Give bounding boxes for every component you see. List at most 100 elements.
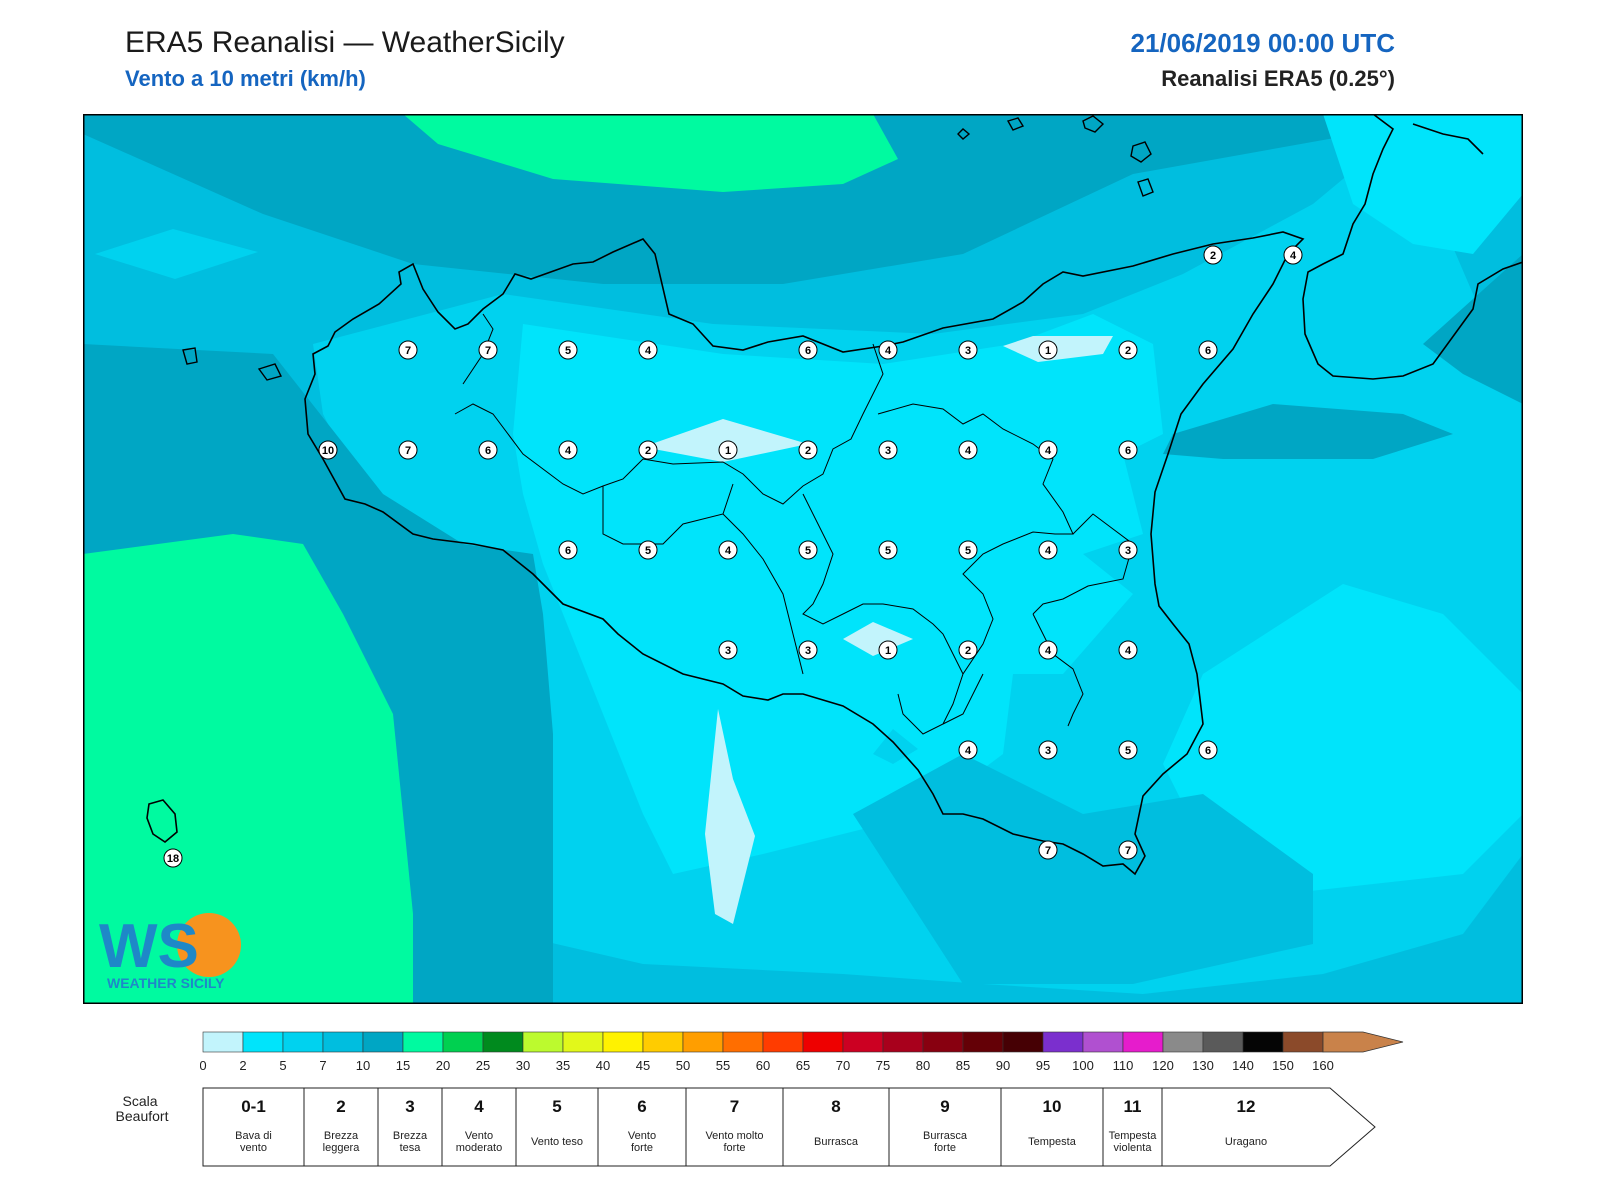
- wind-station-value: 2: [965, 645, 971, 657]
- wind-station-value: 6: [485, 445, 491, 457]
- beaufort-description: violenta: [1114, 1142, 1153, 1154]
- wind-band-0-2: [643, 419, 808, 462]
- wind-station-marker: [1038, 640, 1058, 660]
- island-outline: [182, 347, 198, 365]
- wind-station-marker: [638, 540, 658, 560]
- beaufort-number: 4: [474, 1097, 484, 1116]
- wind-station-value: 2: [805, 445, 811, 457]
- wind-station-marker: [1118, 640, 1138, 660]
- wind-station-value: 6: [1125, 445, 1131, 457]
- wind-station-value: 4: [885, 345, 892, 357]
- beaufort-description: leggera: [323, 1142, 361, 1154]
- colorbar-tick-label: 10: [356, 1058, 370, 1073]
- beaufort-description: Brezza: [324, 1130, 359, 1142]
- wind-station-marker: [1118, 340, 1138, 360]
- wind-station-marker: [1038, 340, 1058, 360]
- wind-station-marker: [638, 440, 658, 460]
- colorbar-cell: [682, 1031, 724, 1053]
- colorbar-tick-label: 25: [476, 1058, 490, 1073]
- colorbar-cell: [762, 1031, 804, 1053]
- wind-station-marker: [958, 640, 978, 660]
- map-subtitle: Vento a 10 metri (km/h): [125, 66, 366, 91]
- beaufort-cell: [1161, 1087, 1376, 1167]
- wind-station-value: 4: [725, 545, 732, 557]
- wind-station-value: 10: [322, 445, 334, 457]
- wind-station-value: 6: [1205, 345, 1211, 357]
- colorbar-cell: [482, 1031, 524, 1053]
- wind-station-marker: [958, 340, 978, 360]
- colorbar-cell: [1162, 1031, 1204, 1053]
- colorbar-tick-label: 45: [636, 1058, 650, 1073]
- beaufort-description: Brezza: [393, 1130, 428, 1142]
- wind-band-5-7: [873, 729, 918, 764]
- wind-band-0-2: [843, 622, 913, 656]
- beaufort-description: forte: [723, 1142, 745, 1154]
- colorbar-tick-label: 65: [796, 1058, 810, 1073]
- beaufort-number: 6: [637, 1097, 646, 1116]
- colorbar-tick-label: 75: [876, 1058, 890, 1073]
- wind-station-value: 7: [1045, 845, 1051, 857]
- colorbar-tick-label: 150: [1272, 1058, 1294, 1073]
- colorbar-cell: [722, 1031, 764, 1053]
- beaufort-number: 2: [336, 1097, 345, 1116]
- colorbar-tick-label: 70: [836, 1058, 850, 1073]
- colorbar-tick-label: 95: [1036, 1058, 1050, 1073]
- wind-station-value: 4: [965, 745, 972, 757]
- beaufort-number: 5: [552, 1097, 561, 1116]
- beaufort-number: 8: [831, 1097, 840, 1116]
- weather-sicily-logo: WS WEATHER SICILY: [99, 912, 241, 991]
- colorbar-tick-label: 2: [239, 1058, 246, 1073]
- wind-station-marker: [1118, 840, 1138, 860]
- beaufort-description: forte: [631, 1142, 653, 1154]
- wind-station-value: 2: [1125, 345, 1131, 357]
- sicily-coastline: [304, 231, 1305, 876]
- wind-station-value: 3: [965, 345, 971, 357]
- wind-station-value: 7: [1125, 845, 1131, 857]
- beaufort-cell: [888, 1087, 1002, 1167]
- calabria-coastline: [1302, 114, 1523, 380]
- wind-station-marker: [1283, 245, 1303, 265]
- wind-station-marker: [1118, 540, 1138, 560]
- wind-band-15-20: [83, 534, 413, 1004]
- colorbar-cell: [802, 1031, 844, 1053]
- colorbar-cell: [522, 1031, 564, 1053]
- wind-station-marker: [718, 640, 738, 660]
- wind-station-value: 4: [1125, 645, 1132, 657]
- island-outline: [1137, 178, 1154, 197]
- wind-station-marker: [718, 440, 738, 460]
- colorbar-tick-label: 35: [556, 1058, 570, 1073]
- colorbar-tick-label: 30: [516, 1058, 530, 1073]
- logo-text: WEATHER SICILY: [107, 975, 225, 991]
- colorbar-cell: [1042, 1031, 1084, 1053]
- wind-band-5-7: [95, 229, 258, 279]
- beaufort-description: vento: [240, 1142, 267, 1154]
- wind-station-value: 5: [885, 545, 891, 557]
- wind-station-value: 18: [167, 853, 179, 865]
- wind-stations: 7 7 5 4 6 4 3 1 2 6 10 7 6 4 2 1 2 3 4 4 6 6 5 4 5 5 5 4 3 3 3 1 2 4 4 4 3 5 6…: [163, 245, 1303, 868]
- wind-station-marker: [558, 540, 578, 560]
- island-outline: [1130, 141, 1152, 163]
- wind-station-marker: [878, 340, 898, 360]
- wind-station-value: 4: [1045, 545, 1052, 557]
- wind-station-marker: [478, 440, 498, 460]
- colorbar-cell: [602, 1031, 644, 1053]
- wind-map: 7 7 5 4 6 4 3 1 2 6 10 7 6 4 2 1 2 3 4 4 6 6 5 4 5 5 5 4 3 3 3 1 2 4 4 4 3 5 6…: [83, 114, 1523, 1004]
- wind-band-10-15: [83, 114, 1523, 284]
- beaufort-cell: [1000, 1087, 1104, 1167]
- beaufort-label: Scala Beaufort: [116, 1093, 169, 1124]
- colorbar-cell: [922, 1031, 964, 1053]
- wind-station-marker: [1038, 540, 1058, 560]
- colorbar-cell: [242, 1031, 284, 1053]
- colorbar-cell: [962, 1031, 1004, 1053]
- wind-station-marker: [478, 340, 498, 360]
- wind-band-7-10: [853, 754, 1313, 984]
- colorbar-cell: [282, 1031, 324, 1053]
- beaufort-description: Vento: [628, 1130, 656, 1142]
- wind-station-marker: [1118, 740, 1138, 760]
- colorbar-cell: [442, 1031, 484, 1053]
- wind-station-value: 3: [885, 445, 891, 457]
- beaufort-cell: [1102, 1087, 1163, 1167]
- beaufort-description: tesa: [400, 1142, 422, 1154]
- wind-station-marker: [1198, 740, 1218, 760]
- wind-station-value: 5: [965, 545, 971, 557]
